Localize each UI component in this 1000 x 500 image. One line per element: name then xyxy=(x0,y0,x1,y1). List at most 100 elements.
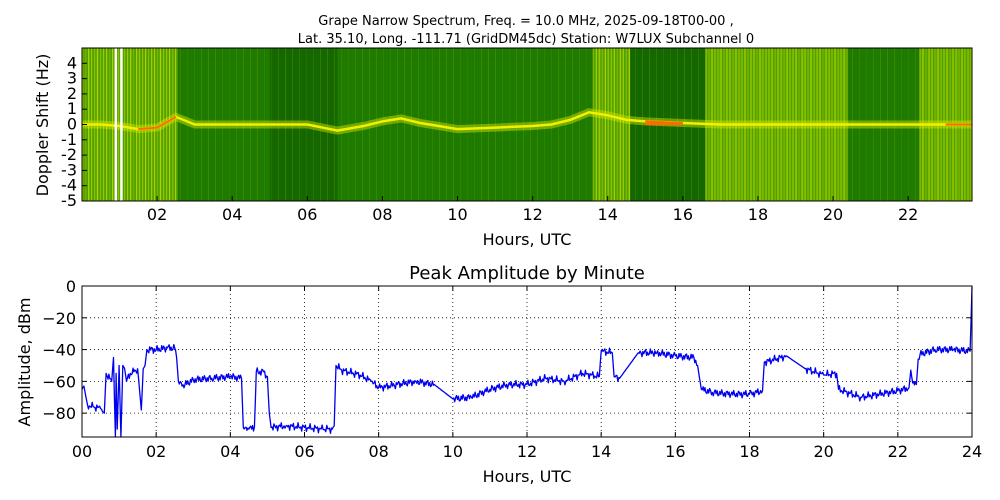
noise-stripe xyxy=(460,48,461,201)
noise-stripe xyxy=(173,48,174,201)
noise-stripe xyxy=(138,48,139,201)
noise-stripe xyxy=(439,48,440,201)
amplitude-y-tick-label: −60 xyxy=(42,372,76,391)
bright-streak xyxy=(601,48,603,201)
noise-stripe xyxy=(593,48,594,201)
spectrum-x-tick-label: 02 xyxy=(147,205,167,224)
noise-stripe xyxy=(467,48,468,201)
noise-stripe xyxy=(614,48,615,201)
amplitude-x-tick-label: 18 xyxy=(739,442,759,461)
amplitude-line xyxy=(81,286,973,438)
noise-stripe xyxy=(145,48,146,201)
noise-stripe xyxy=(152,48,153,201)
spectrum-x-tick-label: 18 xyxy=(748,205,768,224)
bright-streak xyxy=(616,48,618,201)
amplitude-x-tick-label: 22 xyxy=(888,442,908,461)
noise-stripe xyxy=(607,48,608,201)
noise-stripe xyxy=(446,48,447,201)
spectrum-x-ticks: 02 04 06 08 10 12 14 16 18 20 22 xyxy=(147,196,918,224)
noise-stripe xyxy=(516,48,517,201)
amplitude-x-tick-label: 12 xyxy=(517,442,537,461)
noise-stripe xyxy=(642,48,643,201)
amplitude-x-tick-label: 06 xyxy=(294,442,314,461)
noise-stripe xyxy=(523,48,524,201)
amplitude-x-ticks: 00 02 04 06 08 10 12 14 16 18 20 22 24 xyxy=(72,286,982,461)
bright-streak xyxy=(151,48,153,201)
noise-stripe xyxy=(341,48,342,201)
amplitude-y-tick-label: −40 xyxy=(42,341,76,360)
spectrum-y-tick-label: 3 xyxy=(67,69,77,88)
bright-streak xyxy=(118,48,120,201)
noise-stripe xyxy=(411,48,412,201)
noise-stripe xyxy=(355,48,356,201)
spectrum-x-tick-label: 16 xyxy=(673,205,693,224)
noise-stripe xyxy=(635,48,636,201)
spectrum-x-tick-label: 10 xyxy=(447,205,467,224)
noise-stripe xyxy=(334,48,335,201)
amplitude-y-ticks: 0 −20 −40 −60 −80 xyxy=(42,277,972,423)
noise-stripe xyxy=(180,48,181,201)
amplitude-y-tick-label: 0 xyxy=(66,277,76,296)
spectrum-x-tick-label: 20 xyxy=(823,205,843,224)
noise-stripe xyxy=(362,48,363,201)
noise-stripe xyxy=(159,48,160,201)
noise-stripe xyxy=(572,48,573,201)
bright-streak xyxy=(154,48,156,201)
noise-stripe xyxy=(565,48,566,201)
bright-streak xyxy=(169,48,171,201)
noise-stripe xyxy=(530,48,531,201)
bright-streak xyxy=(127,48,129,201)
spectrogram-image xyxy=(82,48,972,201)
amplitude-y-tick-label: −80 xyxy=(42,404,76,423)
spectrum-y-tick-label: -5 xyxy=(61,191,77,210)
noise-stripe xyxy=(621,48,622,201)
noise-stripe xyxy=(124,48,125,201)
amplitude-x-axis-label: Hours, UTC xyxy=(483,467,572,486)
noise-stripe xyxy=(418,48,419,201)
spectrum-x-tick-label: 04 xyxy=(222,205,242,224)
noise-stripe xyxy=(390,48,391,201)
bright-streak xyxy=(610,48,612,201)
noise-stripe xyxy=(320,48,321,201)
noise-stripe xyxy=(376,48,377,201)
bright-streak xyxy=(619,48,621,201)
spectrum-panel: Grape Narrow Spectrum, Freq. = 10.0 MHz,… xyxy=(33,14,973,249)
noise-stripe xyxy=(131,48,132,201)
spectrum-title: Grape Narrow Spectrum, Freq. = 10.0 MHz,… xyxy=(318,14,733,29)
bright-streak xyxy=(625,48,627,201)
spectrum-x-tick-label: 22 xyxy=(898,205,918,224)
spectrum-x-tick-label: 08 xyxy=(372,205,392,224)
bright-streak xyxy=(175,48,177,201)
spectrum-y-tick-label: -4 xyxy=(61,176,77,195)
amplitude-x-tick-label: 16 xyxy=(665,442,685,461)
noise-stripe xyxy=(383,48,384,201)
bright-streak xyxy=(130,48,132,201)
amplitude-y-tick-label: −20 xyxy=(42,309,76,328)
noise-stripe xyxy=(348,48,349,201)
spectrum-y-tick-label: 1 xyxy=(67,99,77,118)
bright-streak xyxy=(148,48,150,201)
noise-stripe xyxy=(397,48,398,201)
noise-stripe xyxy=(187,48,188,201)
spectrum-x-tick-label: 14 xyxy=(598,205,618,224)
bright-streak xyxy=(145,48,147,201)
noise-stripe xyxy=(495,48,496,201)
carrier-peak-0 xyxy=(138,116,177,131)
bright-streak xyxy=(607,48,609,201)
noise-stripe xyxy=(558,48,559,201)
noise-stripe xyxy=(404,48,405,201)
spectrum-y-axis-label: Doppler Shift (Hz) xyxy=(33,54,52,197)
spectrum-y-tick-label: -3 xyxy=(61,160,77,179)
bright-streak xyxy=(604,48,606,201)
amplitude-x-tick-label: 20 xyxy=(813,442,833,461)
bright-streak xyxy=(142,48,144,201)
carrier-trace xyxy=(82,111,972,132)
bright-streak xyxy=(157,48,159,201)
amplitude-x-tick-label: 02 xyxy=(146,442,166,461)
noise-stripe xyxy=(509,48,510,201)
noise-stripe xyxy=(684,48,685,201)
bright-streak xyxy=(124,48,126,201)
spectrum-x-tick-label: 12 xyxy=(522,205,542,224)
amplitude-x-tick-label: 10 xyxy=(443,442,463,461)
